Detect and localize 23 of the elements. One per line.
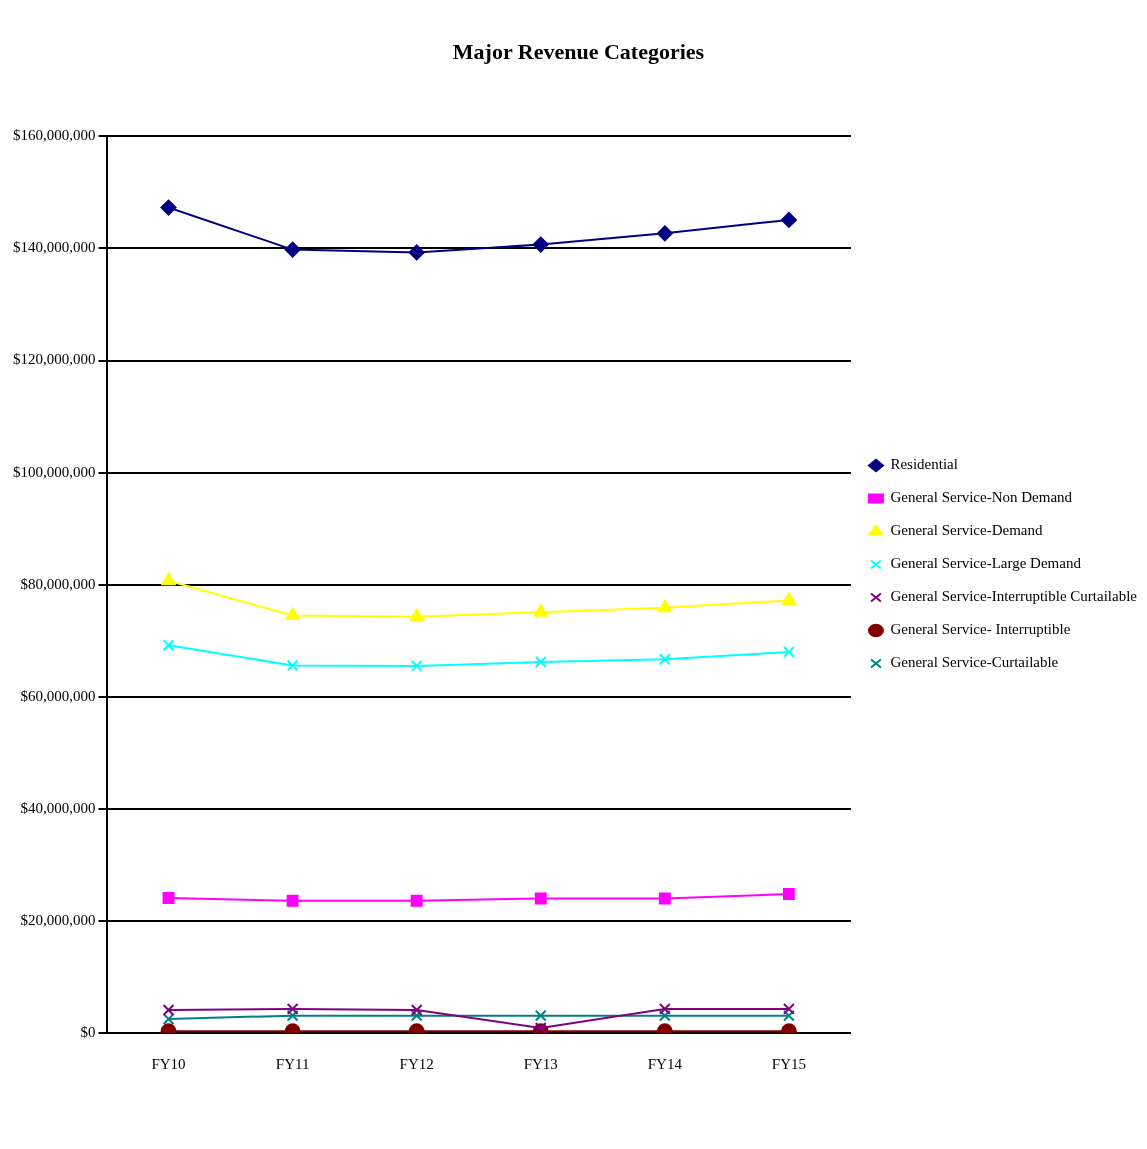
- legend-label: General Service-Interruptible Curtailable: [890, 588, 1138, 605]
- legend-label: General Service-Large Demand: [890, 555, 1082, 572]
- y-tick-label: $40,000,000: [20, 799, 96, 816]
- x-tick-label: FY10: [151, 1055, 186, 1072]
- legend-label: General Service-Curtailable: [890, 654, 1059, 671]
- x-tick-label: FY14: [647, 1055, 683, 1072]
- y-tick-label: $160,000,000: [13, 127, 96, 144]
- y-tick-label: $0: [80, 1023, 96, 1040]
- legend-label: General Service- Interruptible: [890, 621, 1071, 638]
- y-tick-label: $60,000,000: [20, 687, 96, 704]
- chart-title: Major Revenue Categories: [452, 38, 705, 64]
- y-tick-label: $120,000,000: [13, 351, 96, 368]
- legend-label: Residential: [890, 456, 958, 473]
- x-tick-label: FY15: [771, 1055, 806, 1072]
- y-tick-label: $20,000,000: [20, 911, 96, 928]
- y-tick-label: $80,000,000: [20, 575, 96, 592]
- x-tick-label: FY12: [399, 1055, 434, 1072]
- legend-label: General Service-Non Demand: [890, 489, 1073, 506]
- x-tick-label: FY11: [275, 1055, 310, 1072]
- y-tick-label: $100,000,000: [13, 463, 96, 480]
- y-tick-label: $140,000,000: [13, 239, 96, 256]
- legend-label: General Service-Demand: [890, 522, 1043, 539]
- x-tick-label: FY13: [523, 1055, 558, 1072]
